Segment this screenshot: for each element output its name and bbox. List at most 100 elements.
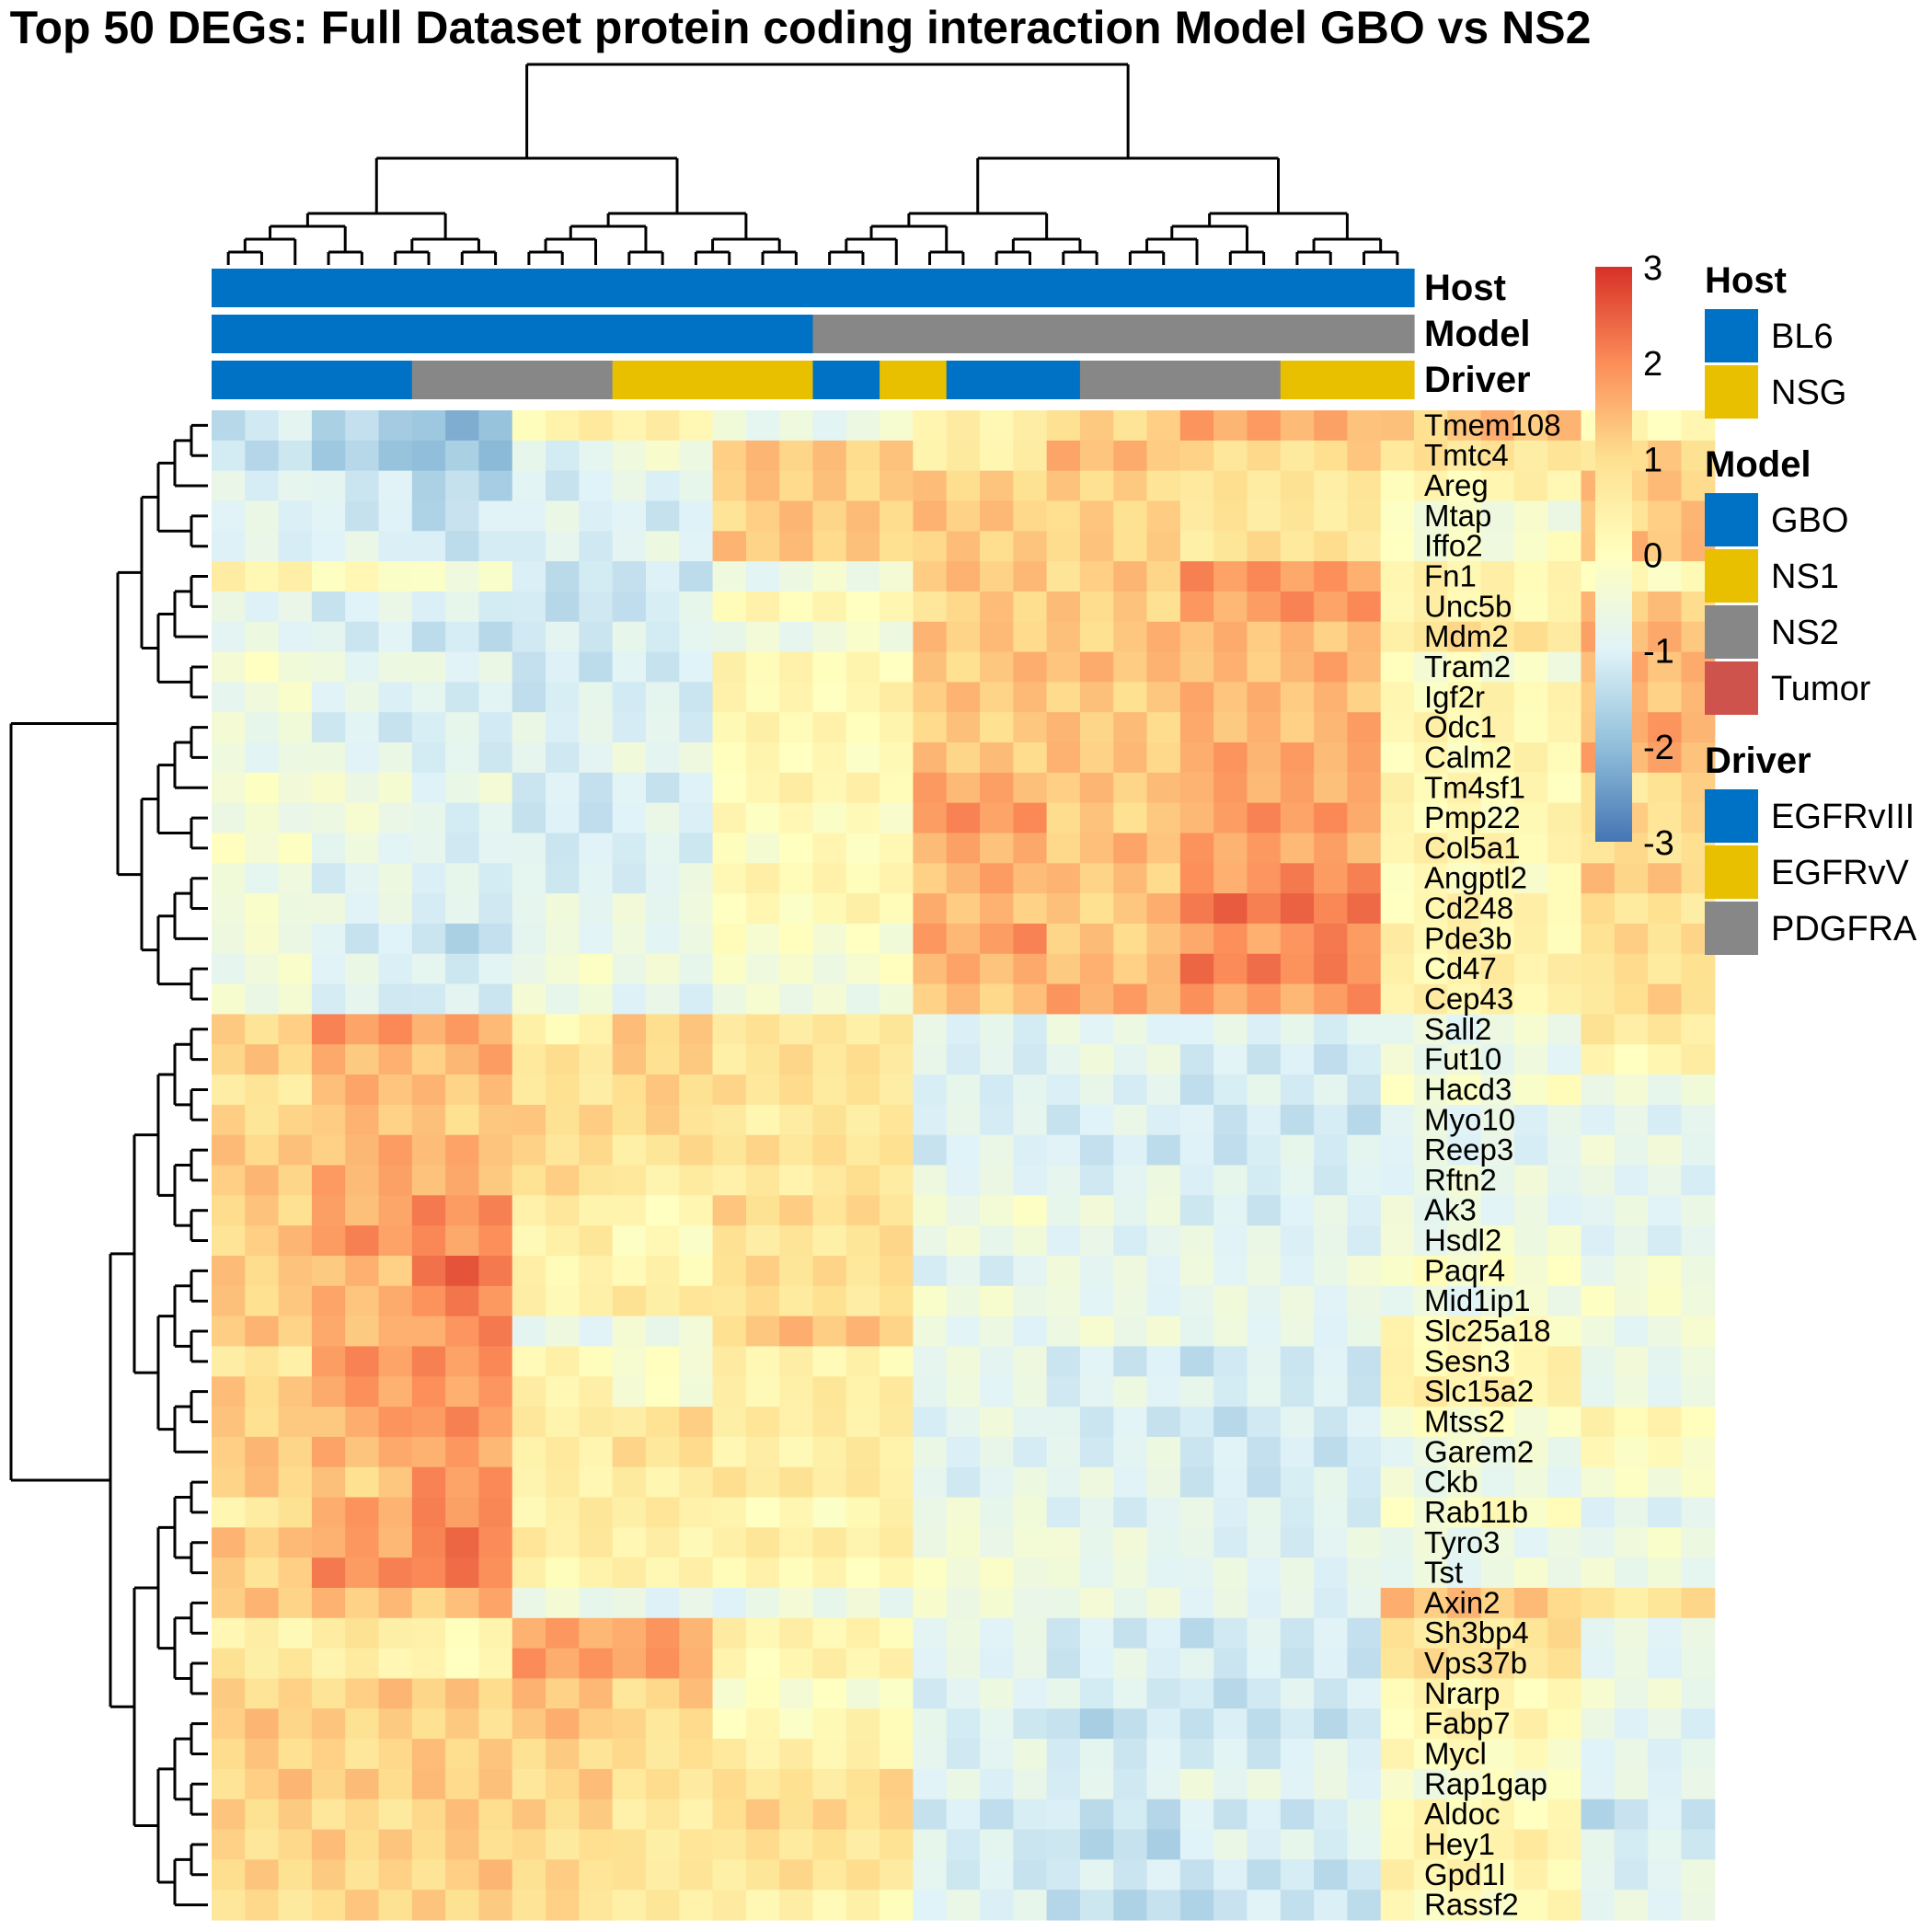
heatmap-cell bbox=[980, 561, 1014, 592]
heatmap-cell bbox=[712, 1285, 747, 1317]
heatmap-cell bbox=[845, 1195, 880, 1226]
heatmap-cell bbox=[1179, 893, 1214, 925]
heatmap-cell bbox=[1247, 1316, 1282, 1348]
heatmap-cell bbox=[1280, 802, 1315, 834]
heatmap-cell bbox=[1247, 1014, 1282, 1045]
heatmap-cell bbox=[411, 1587, 446, 1619]
heatmap-cell bbox=[411, 1134, 446, 1167]
heatmap-cell bbox=[1614, 1527, 1649, 1558]
heatmap-cell bbox=[946, 531, 981, 562]
heatmap-cell bbox=[546, 621, 580, 653]
heatmap-cell bbox=[645, 1466, 680, 1499]
heatmap-cell bbox=[946, 923, 981, 955]
heatmap-cell bbox=[1079, 410, 1114, 442]
heatmap-cell bbox=[1179, 531, 1214, 562]
heatmap-cell bbox=[579, 1859, 614, 1891]
heatmap-cell bbox=[1146, 1285, 1181, 1317]
heatmap-cell bbox=[1513, 1075, 1548, 1106]
heatmap-cell bbox=[1113, 802, 1148, 834]
heatmap-cell bbox=[645, 500, 680, 532]
heatmap-cell bbox=[1380, 651, 1415, 683]
heatmap-cell bbox=[779, 440, 814, 472]
heatmap-cell bbox=[478, 1044, 513, 1075]
heatmap-cell bbox=[212, 1739, 246, 1770]
heatmap-cell bbox=[1480, 1407, 1515, 1438]
heatmap-cell bbox=[478, 1890, 513, 1921]
heatmap-cell bbox=[1247, 1134, 1282, 1167]
heatmap-cell bbox=[1314, 1346, 1348, 1377]
heatmap-cell bbox=[880, 591, 914, 623]
heatmap-cell bbox=[1179, 1165, 1214, 1196]
heatmap-cell bbox=[1480, 410, 1515, 442]
heatmap-cell bbox=[845, 953, 880, 985]
heatmap-cell bbox=[1280, 1739, 1315, 1770]
heatmap-cell bbox=[378, 1890, 413, 1921]
heatmap-cell bbox=[345, 923, 380, 955]
heatmap-cell bbox=[779, 1829, 814, 1860]
color-scale-tick: 0 bbox=[1643, 537, 1662, 576]
heatmap-cell bbox=[411, 923, 446, 955]
heatmap-cell bbox=[612, 1768, 647, 1800]
heatmap-cell bbox=[1280, 1497, 1315, 1528]
heatmap-cell bbox=[478, 923, 513, 955]
heatmap-cell bbox=[913, 1768, 948, 1800]
heatmap-cell bbox=[1648, 1225, 1683, 1257]
heatmap-cell bbox=[278, 531, 313, 562]
heatmap-cell bbox=[946, 712, 981, 743]
heatmap-cell bbox=[1280, 1527, 1315, 1558]
heatmap-cell bbox=[311, 440, 346, 472]
heatmap-cell bbox=[212, 1799, 246, 1831]
heatmap-cell bbox=[1581, 1407, 1616, 1438]
heatmap-cell bbox=[478, 1316, 513, 1348]
heatmap-cell bbox=[880, 1799, 914, 1831]
heatmap-cell bbox=[278, 1557, 313, 1589]
heatmap-cell bbox=[478, 1225, 513, 1257]
heatmap-cell bbox=[378, 410, 413, 442]
heatmap-cell bbox=[546, 863, 580, 894]
heatmap-cell bbox=[1681, 1195, 1716, 1226]
heatmap-cell bbox=[1314, 1829, 1348, 1860]
heatmap-cell bbox=[378, 742, 413, 774]
heatmap-cell bbox=[345, 1044, 380, 1075]
heatmap-cell bbox=[946, 410, 981, 442]
heatmap-cell bbox=[579, 470, 614, 502]
heatmap-cell bbox=[245, 953, 280, 985]
heatmap-cell bbox=[1347, 500, 1382, 532]
heatmap-cell bbox=[512, 1376, 546, 1408]
heatmap-cell bbox=[1213, 1648, 1248, 1680]
heatmap-cell bbox=[311, 1134, 346, 1167]
heatmap-cell bbox=[1046, 1557, 1081, 1589]
heatmap-cell bbox=[1213, 1739, 1248, 1770]
heatmap-cell bbox=[1280, 1829, 1315, 1860]
heatmap-cell bbox=[1480, 1134, 1515, 1167]
heatmap-cell bbox=[278, 1527, 313, 1558]
heatmap-cell bbox=[278, 1407, 313, 1438]
heatmap-cell bbox=[1280, 1466, 1315, 1499]
heatmap-cell bbox=[645, 863, 680, 894]
heatmap-cell bbox=[245, 802, 280, 834]
heatmap-cell bbox=[1648, 1768, 1683, 1800]
heatmap-cell bbox=[512, 440, 546, 472]
heatmap-cell bbox=[1581, 1617, 1616, 1649]
heatmap-cell bbox=[1581, 1285, 1616, 1317]
heatmap-cell bbox=[212, 742, 246, 774]
heatmap-cell bbox=[745, 1527, 780, 1558]
heatmap-cell bbox=[1480, 1104, 1515, 1136]
heatmap-cell bbox=[880, 1497, 914, 1528]
heatmap-cell bbox=[946, 1768, 981, 1800]
heatmap-cell bbox=[512, 1044, 546, 1075]
heatmap-cell bbox=[980, 1255, 1014, 1287]
heatmap-cell bbox=[712, 410, 747, 442]
heatmap-cell bbox=[712, 1014, 747, 1045]
heatmap-cell bbox=[1314, 1678, 1348, 1709]
heatmap-cell bbox=[1347, 1165, 1382, 1196]
heatmap-cell bbox=[1414, 1436, 1448, 1468]
heatmap-cell bbox=[278, 1890, 313, 1921]
heatmap-cell bbox=[980, 1617, 1014, 1649]
heatmap-cell bbox=[845, 833, 880, 864]
heatmap-cell bbox=[1648, 1346, 1683, 1377]
heatmap-cell bbox=[278, 893, 313, 925]
heatmap-cell bbox=[1247, 772, 1282, 804]
heatmap-cell bbox=[1447, 893, 1482, 925]
heatmap-cell bbox=[1414, 1346, 1448, 1377]
